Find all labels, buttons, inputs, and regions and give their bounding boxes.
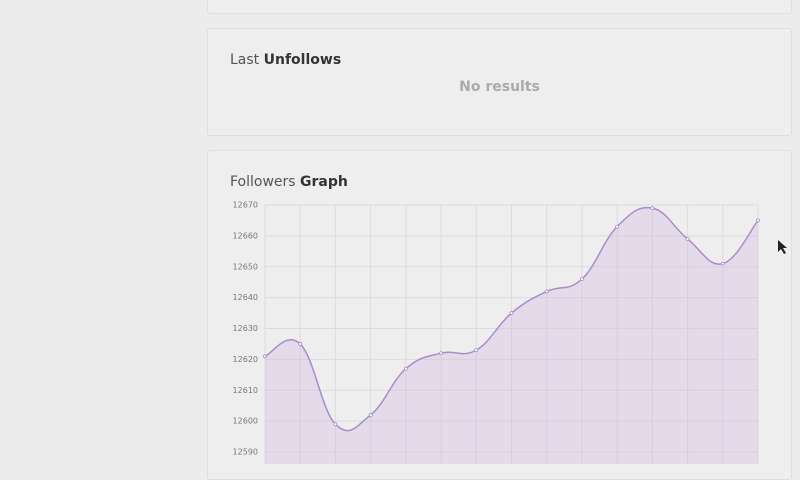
point <box>333 422 338 427</box>
point <box>474 348 479 353</box>
y-tick-label: 12660 <box>233 231 258 240</box>
area <box>265 207 758 464</box>
page: Last Unfollows No results Followers Grap… <box>207 0 792 480</box>
point <box>439 351 443 356</box>
panel-title: Last Unfollows <box>230 52 341 68</box>
title-light: Last <box>230 52 260 68</box>
y-tick-label: 12620 <box>233 355 258 364</box>
title-light: Followers <box>230 174 296 190</box>
cursor <box>778 240 787 254</box>
point <box>403 366 408 371</box>
panel-top <box>207 0 792 14</box>
y-tick-label: 12640 <box>233 293 258 302</box>
point <box>580 277 584 282</box>
y-tick-label: 12610 <box>233 386 258 395</box>
point <box>263 354 267 359</box>
point <box>650 206 655 210</box>
panel-title: Followers Graph <box>230 174 348 190</box>
point <box>615 224 620 229</box>
point <box>544 289 549 294</box>
point <box>685 237 690 241</box>
empty-text: No results <box>459 79 540 95</box>
point <box>298 342 303 346</box>
y-tick-label: 12600 <box>233 417 258 426</box>
title-bold: Unfollows <box>263 52 342 68</box>
point <box>756 218 760 223</box>
unfollows-panel: Last Unfollows No results <box>207 28 792 136</box>
point <box>368 413 373 417</box>
chart: 12590 12600 12610 12620 12630 12640 12650 12660… <box>233 201 787 464</box>
title-bold: Graph <box>300 174 348 190</box>
y-tick-label: 12650 <box>233 262 258 271</box>
y-tick-label: 12590 <box>233 448 258 457</box>
y-tick-label: 12670 <box>233 201 258 210</box>
point <box>720 261 725 266</box>
point <box>509 311 514 315</box>
y-tick-label: 12630 <box>233 324 258 333</box>
